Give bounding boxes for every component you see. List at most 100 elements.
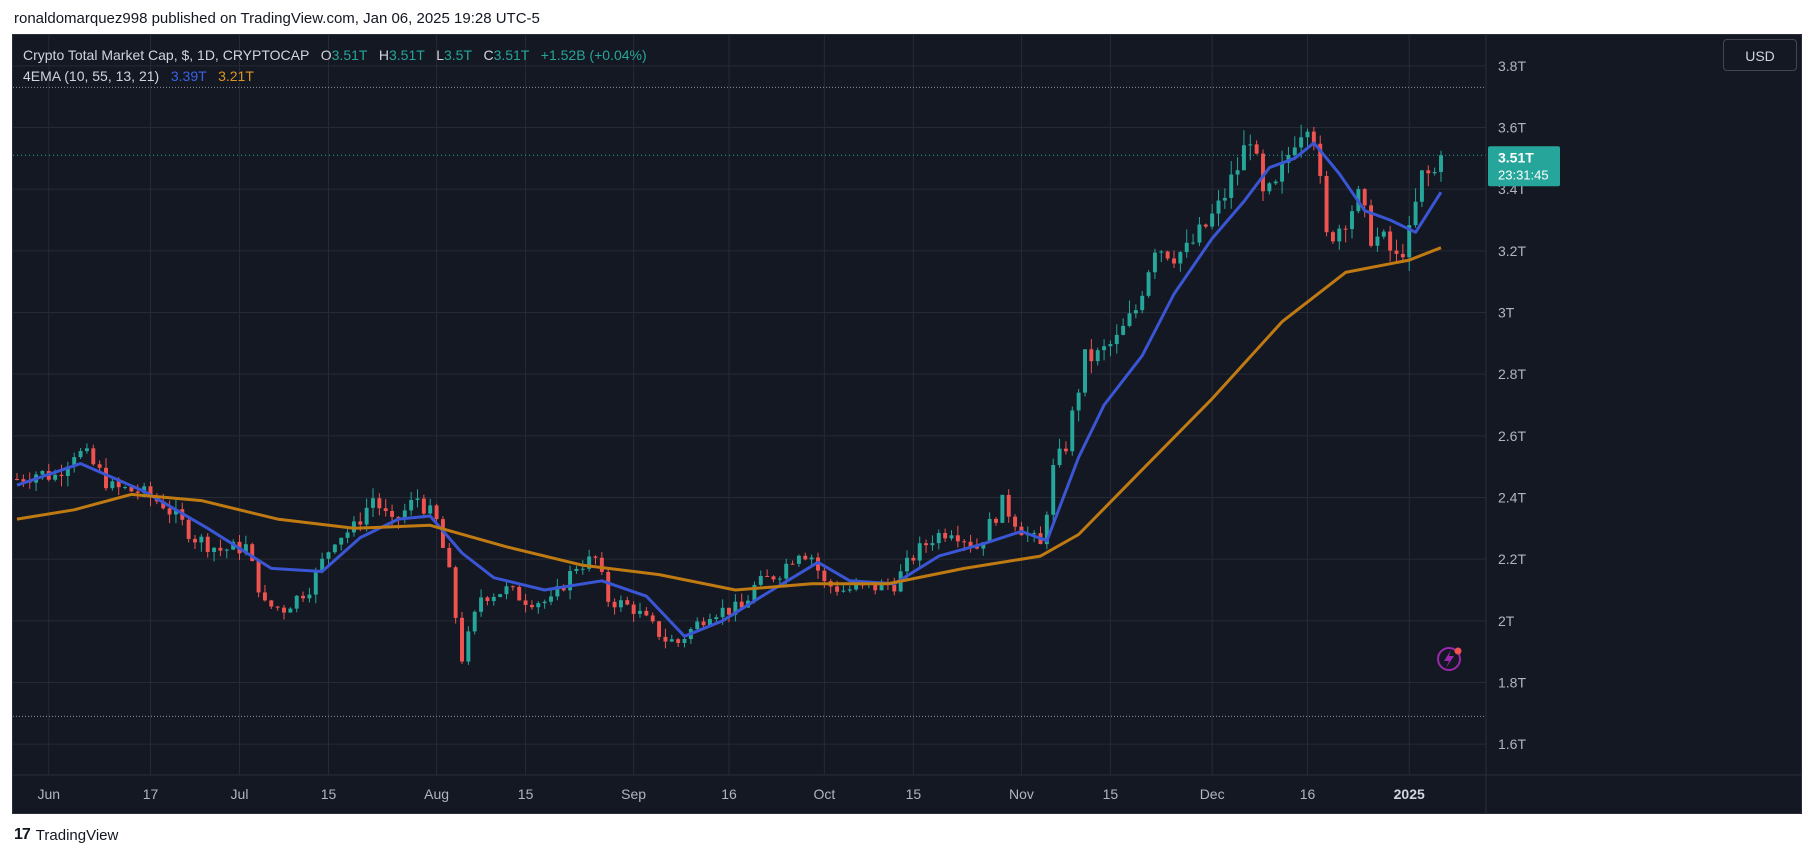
- candle-down: [701, 621, 706, 626]
- x-tick-label: 2025: [1394, 786, 1425, 802]
- candle-up: [1044, 514, 1049, 545]
- candle-up: [987, 518, 992, 543]
- open-value: 3.51T: [331, 47, 368, 63]
- chart-panel[interactable]: 1.6T 1.8T 2T 2.2T 2.4T 2.6T 2.8T 3T 3.2T 3.4T 3.6T…: [12, 34, 1802, 814]
- candle-up: [841, 590, 846, 592]
- candle-up: [1286, 154, 1291, 163]
- candle-down: [727, 607, 731, 615]
- candle-up: [288, 608, 293, 613]
- candle-up: [1299, 137, 1304, 148]
- y-tick-label: 3.8T: [1498, 58, 1526, 74]
- candle-up: [1121, 325, 1126, 335]
- x-tick-label: 15: [906, 786, 922, 802]
- x-tick-label: Jun: [37, 786, 60, 802]
- last-price-tag: 3.51T 23:31:45: [1488, 146, 1560, 187]
- candle-up: [504, 586, 509, 595]
- candle-down: [421, 498, 426, 514]
- candle-down: [523, 600, 528, 605]
- candle-up: [733, 601, 738, 615]
- published-line: ronaldomarquez998 published on TradingVi…: [14, 10, 540, 27]
- y-tick-label: 3.6T: [1498, 120, 1526, 136]
- candle-down: [606, 571, 611, 602]
- candle-up: [1439, 155, 1443, 172]
- indicator-name: 4EMA (10, 55, 13, 21): [23, 68, 160, 84]
- candle-down: [835, 586, 840, 592]
- candle-up: [78, 451, 83, 458]
- candle-up: [1178, 252, 1183, 264]
- candle-up: [1350, 211, 1354, 230]
- candle-up: [409, 500, 414, 511]
- candle-down: [599, 557, 604, 572]
- candle-down: [1089, 349, 1094, 362]
- candle-up: [472, 611, 477, 632]
- candle-up: [1159, 251, 1164, 253]
- candle-down: [1369, 205, 1374, 246]
- candle-up: [1222, 197, 1227, 201]
- candle-down: [104, 467, 108, 489]
- candle-up: [618, 600, 623, 608]
- candle-down: [262, 592, 267, 601]
- candle-up: [1381, 231, 1386, 237]
- candle-down: [765, 576, 770, 578]
- lightning-icon-bolt: [1444, 650, 1454, 668]
- close-value: 3.51T: [493, 47, 530, 63]
- x-tick-label: Dec: [1200, 786, 1225, 802]
- candle-down: [205, 536, 210, 552]
- y-tick-label: 2T: [1498, 613, 1515, 629]
- candle-up: [1114, 334, 1119, 345]
- candle-down: [657, 621, 662, 637]
- candle-up: [784, 563, 789, 579]
- candle-up: [243, 544, 248, 554]
- tradingview-logo-icon: 17: [14, 826, 31, 843]
- low-value: 3.5T: [444, 47, 472, 63]
- candle-down: [822, 570, 827, 582]
- candle-up: [1051, 464, 1056, 515]
- candle-down: [135, 491, 140, 493]
- candle-up: [1076, 392, 1081, 411]
- candle-up: [1241, 145, 1246, 171]
- candle-up: [949, 535, 954, 539]
- candle-down: [962, 541, 967, 543]
- currency-button[interactable]: USD: [1723, 39, 1797, 71]
- candle-up: [212, 547, 217, 552]
- y-tick-label: 3T: [1498, 305, 1515, 321]
- candle-down: [1426, 170, 1431, 174]
- candle-down: [1254, 144, 1259, 154]
- candle-down: [485, 597, 490, 602]
- candle-up: [542, 601, 547, 604]
- candle-up: [1133, 310, 1138, 314]
- change-value: +1.52B (+0.04%): [540, 47, 647, 63]
- candle-up: [466, 631, 471, 662]
- candle-down: [644, 610, 649, 616]
- notification-dot: [1454, 647, 1462, 655]
- candle-down: [593, 556, 598, 558]
- candle-up: [224, 549, 229, 551]
- candle-up: [669, 639, 674, 642]
- candlestick-chart[interactable]: 1.6T1.8T2T2.2T2.4T2.6T2.8T3T3.2T3.4T3.6T…: [13, 35, 1801, 813]
- candle-up: [1216, 200, 1221, 214]
- candle-down: [377, 498, 382, 509]
- candle-up: [1070, 410, 1075, 452]
- candle-down: [434, 505, 439, 520]
- high-label: H: [378, 47, 389, 63]
- x-tick-label: Nov: [1009, 786, 1034, 802]
- candle-down: [1006, 494, 1011, 517]
- footer-brand[interactable]: 17 TradingView: [14, 826, 118, 844]
- candle-up: [1102, 346, 1107, 351]
- candle-up: [1407, 225, 1412, 258]
- time-axis: Jun 17 Jul 15 Aug 15 Sep 16 Oct 15 Nov 15 Dec 16 2025: [37, 786, 1424, 802]
- candle-up: [1140, 295, 1145, 311]
- candle-down: [1165, 251, 1170, 259]
- candle-up: [777, 578, 782, 580]
- x-tick-label: 17: [143, 786, 159, 802]
- candle-down: [968, 541, 973, 547]
- candle-down: [650, 615, 655, 622]
- candle-up: [796, 555, 801, 564]
- candle-up: [1032, 533, 1037, 535]
- candle-up: [199, 536, 204, 543]
- y-tick-label: 1.8T: [1498, 675, 1526, 691]
- lightning-icon[interactable]: [1437, 647, 1462, 671]
- candle-up: [1127, 313, 1132, 326]
- candle-up: [587, 556, 592, 569]
- candle-down: [447, 547, 452, 568]
